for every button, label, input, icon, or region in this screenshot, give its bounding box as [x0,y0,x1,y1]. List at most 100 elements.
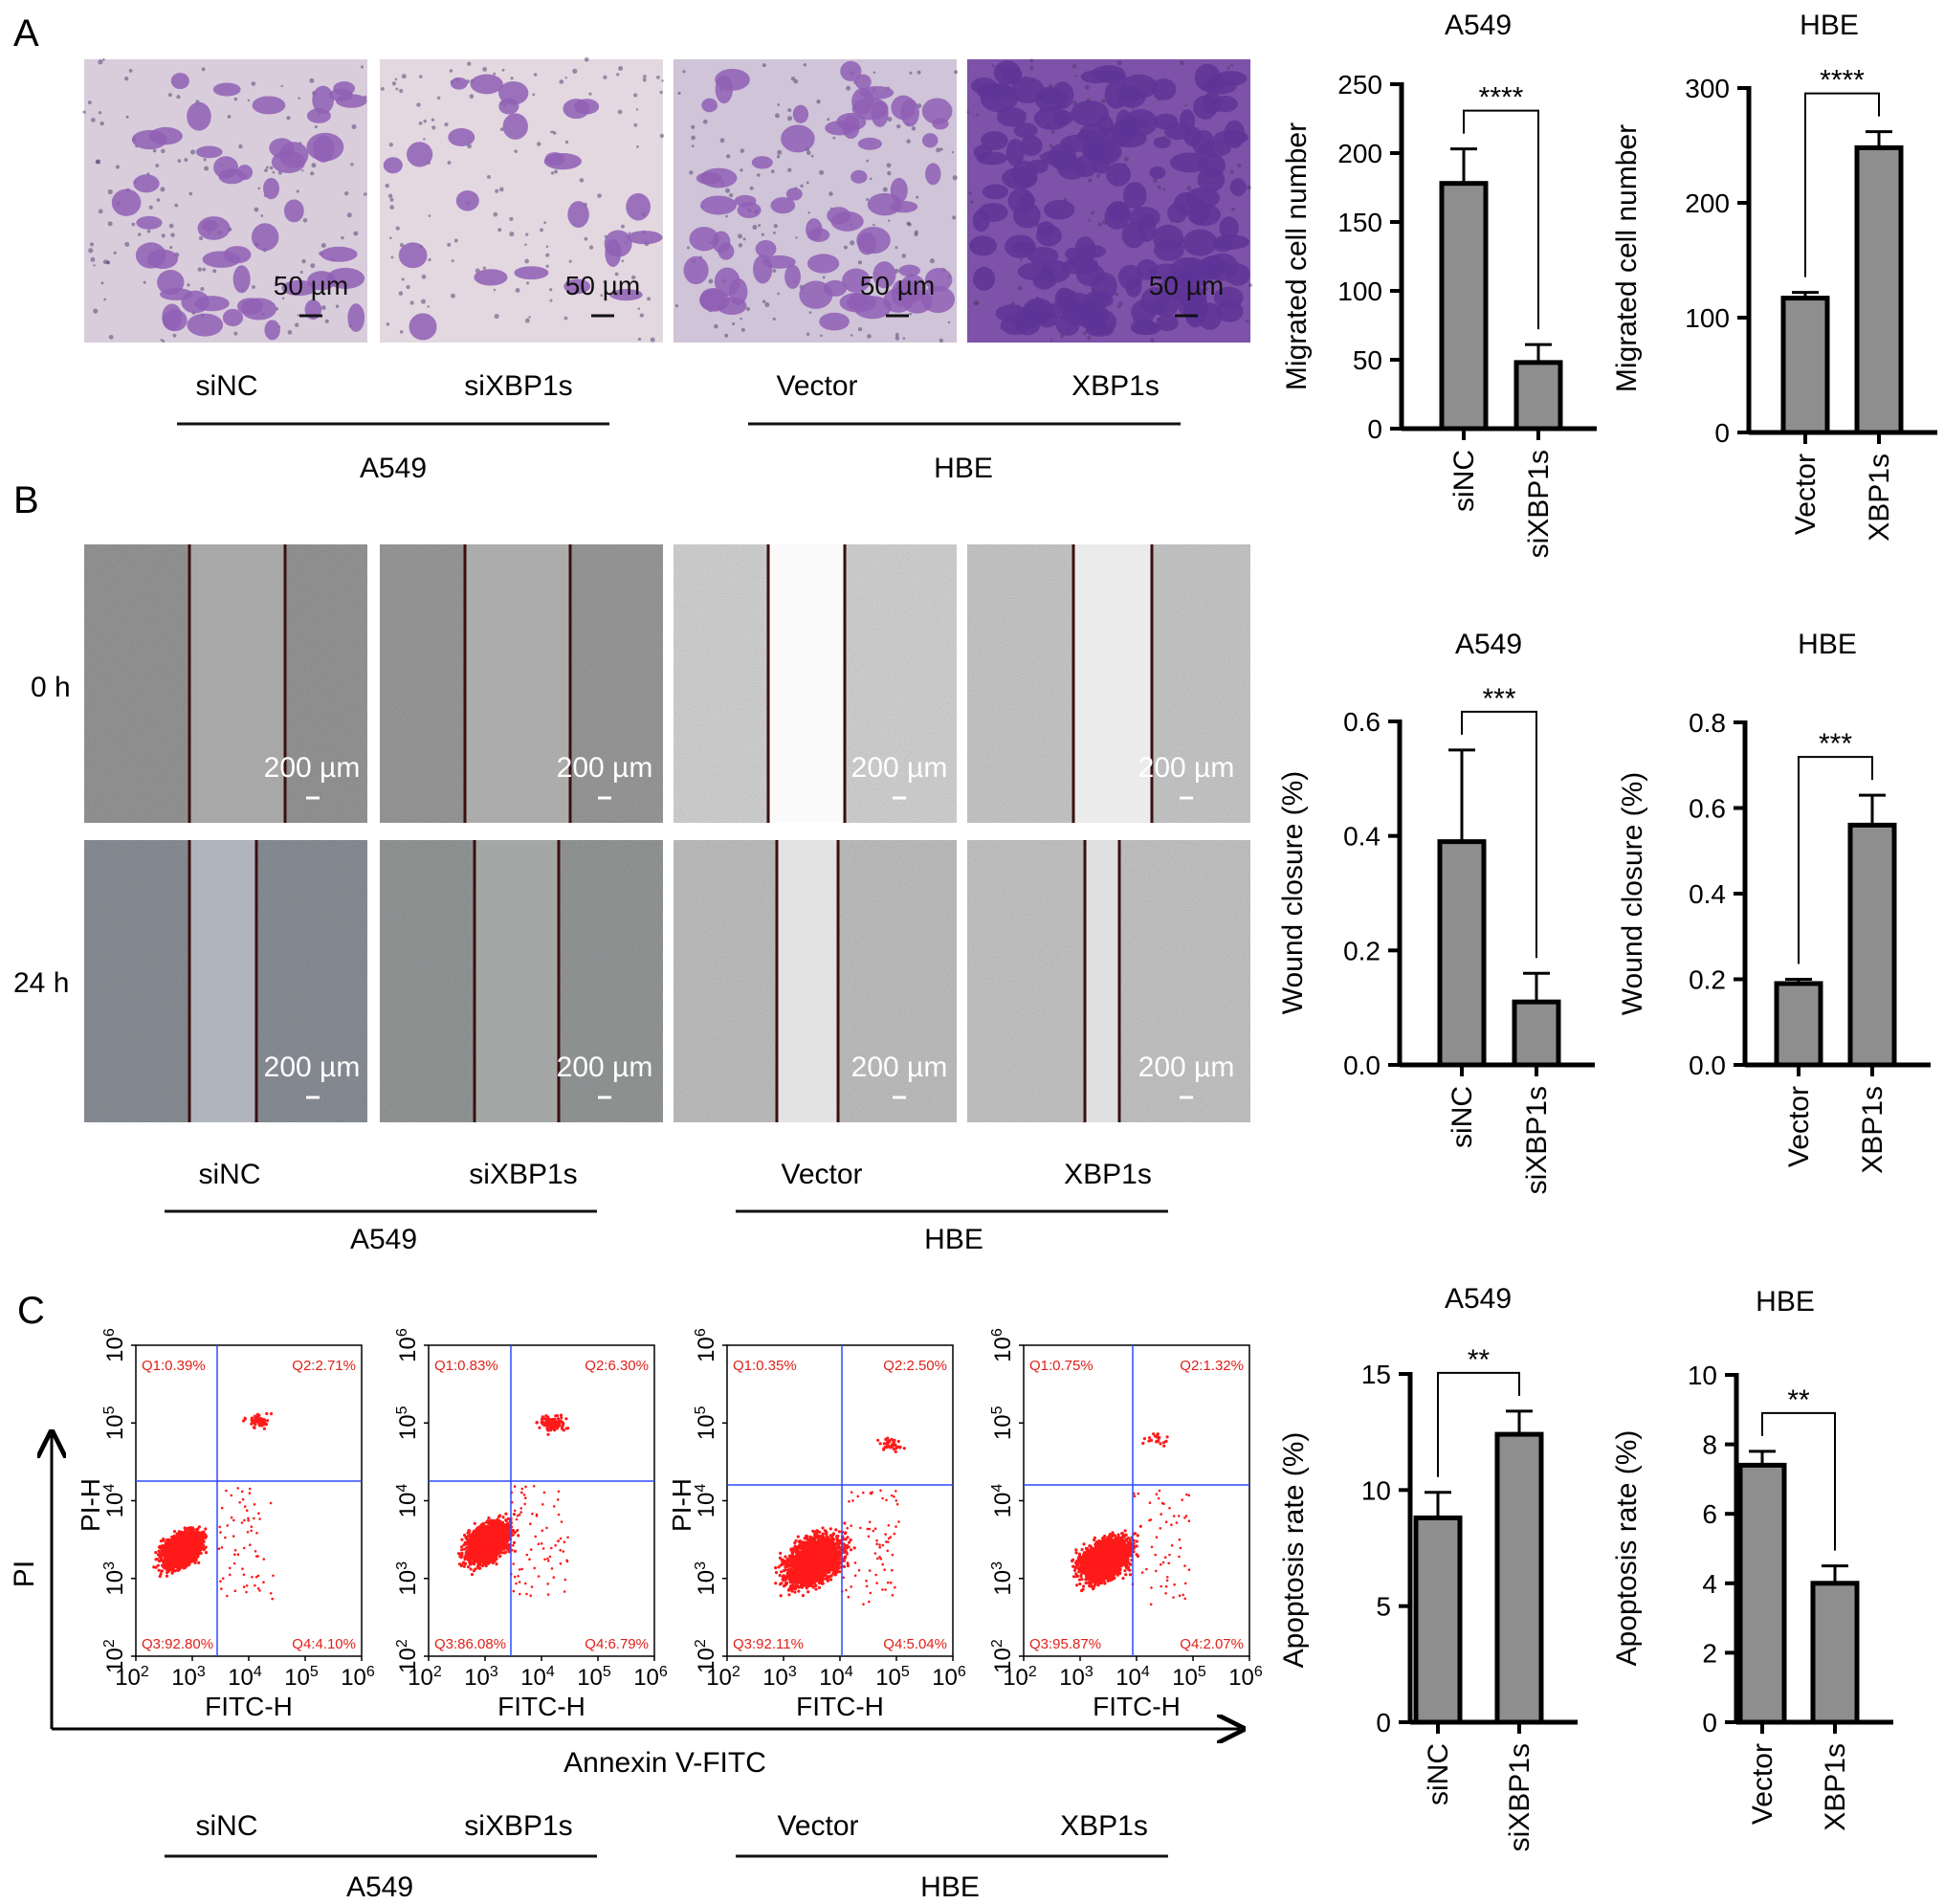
wound-image-vector-0h [674,544,957,823]
stained-cell [1117,264,1143,290]
membrane-pore [1150,338,1155,343]
stained-cell [450,77,468,90]
membrane-pore [95,159,100,165]
membrane-pore [310,171,315,176]
stained-cell [264,320,280,341]
event-dot [253,1503,256,1506]
stained-cell [1049,143,1077,170]
scale-bar-label: 200 µm [557,1052,653,1083]
membrane-pore [752,224,758,231]
stained-cell [1077,244,1106,258]
membrane-pore [360,65,364,69]
event-dot [188,1550,192,1554]
event-dot [242,1546,246,1550]
event-dot [154,1551,158,1555]
membrane-pore [197,267,202,272]
stained-cell [1189,198,1209,226]
membrane-pore [564,76,567,79]
membrane-pore [714,323,718,329]
membrane-pore [536,142,541,146]
membrane-pore [642,77,647,82]
membrane-pore [275,276,280,280]
membrane-pore [682,70,686,74]
event-dot [196,1527,200,1531]
membrane-pore [689,170,694,175]
stained-cell [283,199,304,223]
membrane-pore [188,191,193,196]
membrane-pore [176,95,181,100]
event-dot [157,1549,161,1553]
event-dot [250,1525,254,1528]
membrane-pore [146,229,151,233]
membrane-pore [343,191,349,196]
membrane-pore [82,110,86,114]
event-dot [256,1420,260,1424]
membrane-pore [887,219,891,223]
membrane-pore [524,318,530,323]
membrane-pore [160,187,166,192]
stained-cell [1224,120,1246,148]
membrane-pore [806,150,811,156]
membrane-pore [260,214,264,217]
event-dot [176,1564,180,1568]
membrane-pore [564,140,569,144]
membrane-pore [867,334,872,339]
stained-cell [271,150,306,174]
stained-cell [737,202,762,218]
wound-image-sinc-0h [84,544,367,823]
membrane-pore [584,236,588,241]
stained-cell [699,195,737,215]
stained-cell [781,124,815,153]
membrane-pore [650,337,655,343]
event-dot [470,1573,475,1577]
event-dot [179,1564,183,1568]
membrane-pore [917,70,921,75]
event-dot [192,1531,196,1535]
event-dot [246,1531,250,1534]
membrane-pore [1157,185,1161,189]
membrane-pore [846,85,851,91]
membrane-pore [686,246,690,250]
group-label: A549 [360,453,427,484]
membrane-pore [772,231,776,234]
stained-cell [981,131,1008,151]
event-dot [164,1553,167,1557]
membrane-pore [391,81,397,86]
membrane-pore [952,175,958,181]
stained-cell [853,296,892,320]
scale-bar-label: 50 µm [860,271,935,300]
stained-cell [925,163,941,186]
stained-cell [187,313,224,337]
stained-cell [232,265,251,294]
stained-cell [157,269,185,296]
membrane-pore [1017,285,1023,291]
membrane-pore [1179,60,1184,66]
membrane-pore [911,126,917,131]
stained-cell [842,115,860,140]
event-dot [160,1563,165,1567]
membrane-pore [346,212,352,218]
membrane-pore [1229,169,1234,174]
event-dot [164,1543,167,1548]
event-dot [181,1548,185,1552]
membrane-pore [296,189,299,193]
membrane-pore [691,124,696,129]
membrane-pore [155,164,160,168]
membrane-pore [702,119,708,124]
stained-cell [857,232,877,255]
membrane-pore [776,155,781,159]
membrane-pore [572,68,578,74]
condition-label: XBP1s [1071,370,1160,402]
stained-cell [1047,90,1068,103]
event-dot [156,1563,160,1567]
event-dot [224,1536,227,1539]
membrane-pore [187,283,190,287]
membrane-pore [906,139,911,144]
stained-cell [762,255,796,269]
membrane-pore [482,266,486,270]
event-dot [242,1585,246,1588]
stained-cell [715,68,750,91]
event-dot [218,1525,221,1529]
membrane-pore [992,64,995,68]
wound-scale-bars: 200 µm 200 µm 200 µm 200 µm 200 µm 200 µ… [264,752,1234,1099]
